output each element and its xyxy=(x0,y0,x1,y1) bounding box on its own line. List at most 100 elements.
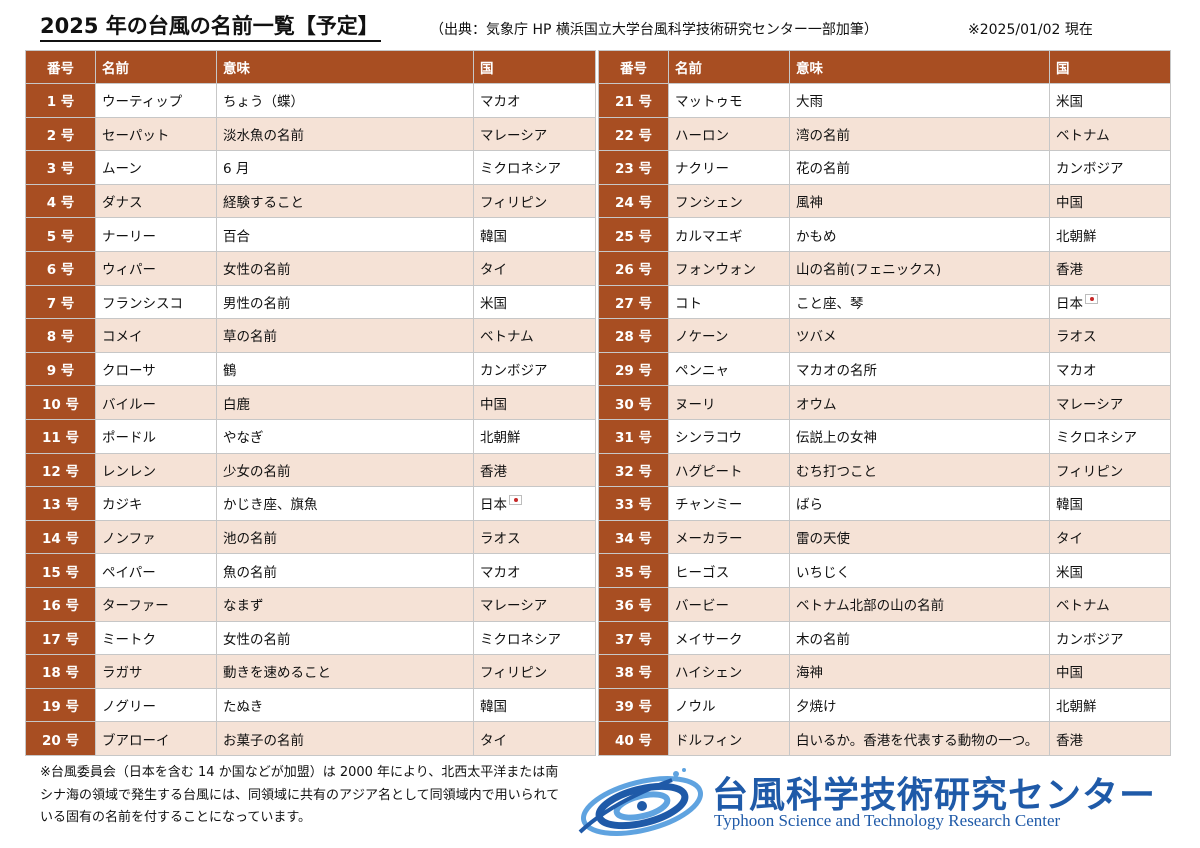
typhoon-number-cell: 25 号 xyxy=(598,217,669,252)
table-row: 23 号ナクリー 花の名前 カンボジア xyxy=(598,150,1171,185)
typhoon-meaning-cell: 伝説上の女神 xyxy=(789,418,1050,454)
table-row: 20 号ブアローイ お菓子の名前 タイ xyxy=(25,721,596,756)
typhoon-number-cell: 36 号 xyxy=(598,586,669,622)
typhoon-name-cell: ウーティップ xyxy=(95,83,217,118)
typhoon-country-cell: 香港 xyxy=(1049,721,1171,756)
typhoon-number-cell: 5 号 xyxy=(25,217,96,252)
table-row: 34 号メーカラー 雷の天使 タイ xyxy=(598,519,1171,555)
typhoon-number-cell: 34 号 xyxy=(598,519,669,555)
typhoon-number-cell: 27 号 xyxy=(598,284,669,320)
typhoon-country-cell: 韓国 xyxy=(1049,486,1171,521)
typhoon-number-cell: 40 号 xyxy=(598,721,669,756)
typhoon-meaning-cell: ばら xyxy=(789,486,1050,521)
table-row: 28 号ノケーン ツバメ ラオス xyxy=(598,318,1171,353)
table-row: 40 号ドルフィン 白いるか。香港を代表する動物の一つ。 香港 xyxy=(598,721,1171,756)
typhoon-country-cell: 北朝鮮 xyxy=(473,418,596,454)
typhoon-name-cell: ウィパー xyxy=(95,250,217,286)
typhoon-country-cell: 香港 xyxy=(473,452,596,488)
typhoon-country-cell: ミクロネシア xyxy=(473,620,596,656)
typhoon-name-cell: ハーロン xyxy=(668,116,790,152)
typhoon-meaning-cell: 経験すること xyxy=(216,183,474,219)
logo-english-text: Typhoon Science and Technology Research … xyxy=(714,811,1061,830)
typhoon-country-cell: 韓国 xyxy=(473,687,596,723)
typhoon-number-cell: 20 号 xyxy=(25,721,96,756)
typhoon-number-cell: 9 号 xyxy=(25,351,96,387)
typhoon-number-cell: 8 号 xyxy=(25,318,96,353)
typhoon-number-cell: 11 号 xyxy=(25,418,96,454)
table-row: 24 号フンシェン 風神 中国 xyxy=(598,183,1171,219)
japan-flag-icon xyxy=(1085,293,1098,304)
table-row: 18 号ラガサ 動きを速めること フィリピン xyxy=(25,654,596,689)
typhoon-meaning-cell: 百合 xyxy=(216,217,474,252)
typhoon-name-cell: フンシェン xyxy=(668,183,790,219)
typhoon-meaning-cell: かもめ xyxy=(789,217,1050,252)
table-row: 4 号ダナス 経験すること フィリピン xyxy=(25,183,596,219)
column-header-country: 国 xyxy=(1049,50,1171,84)
typhoon-number-cell: 1 号 xyxy=(25,83,96,118)
typhoon-number-cell: 33 号 xyxy=(598,486,669,521)
typhoon-name-cell: ナーリー xyxy=(95,217,217,252)
typhoon-number-cell: 12 号 xyxy=(25,452,96,488)
typhoon-meaning-cell: 淡水魚の名前 xyxy=(216,116,474,152)
typhoon-name-cell: ドルフィン xyxy=(668,721,790,756)
table-row: 22 号ハーロン 湾の名前 ベトナム xyxy=(598,116,1171,152)
typhoon-meaning-cell: 雷の天使 xyxy=(789,519,1050,555)
typhoon-name-cell: ミートク xyxy=(95,620,217,656)
table-row: 38 号ハイシェン 海神 中国 xyxy=(598,654,1171,689)
table-row: 39 号ノウル 夕焼け 北朝鮮 xyxy=(598,687,1171,723)
typhoon-country-cell: マレーシア xyxy=(473,586,596,622)
page-title: 2025 年の台風の名前一覧【予定】 xyxy=(40,12,381,42)
typhoon-meaning-cell: 男性の名前 xyxy=(216,284,474,320)
typhoon-country-cell: ラオス xyxy=(473,519,596,555)
column-header-country: 国 xyxy=(473,50,596,84)
table-row: 5 号ナーリー 百合 韓国 xyxy=(25,217,596,252)
typhoon-name-cell: レンレン xyxy=(95,452,217,488)
table-row: 8 号コメイ 草の名前 ベトナム xyxy=(25,318,596,353)
typhoon-name-cell: ダナス xyxy=(95,183,217,219)
typhoon-name-cell: ノグリー xyxy=(95,687,217,723)
table-row: 3 号ムーン 6 月ミクロネシア xyxy=(25,150,596,185)
document-header: 2025 年の台風の名前一覧【予定】 （出典：気象庁 HP 横浜国立大学台風科学… xyxy=(40,12,1180,46)
typhoon-name-cell: ノンファ xyxy=(95,519,217,555)
table-row: 6 号ウィパー 女性の名前 タイ xyxy=(25,250,596,286)
typhoon-meaning-cell: 木の名前 xyxy=(789,620,1050,656)
typhoon-country-cell: ミクロネシア xyxy=(1049,418,1171,454)
table-row: 37 号メイサーク 木の名前 カンボジア xyxy=(598,620,1171,656)
typhoon-country-cell: 米国 xyxy=(1049,553,1171,588)
typhoon-center-logo-icon xyxy=(572,762,708,846)
typhoon-meaning-cell: むち打つこと xyxy=(789,452,1050,488)
typhoon-name-cell: セーパット xyxy=(95,116,217,152)
typhoon-number-cell: 2 号 xyxy=(25,116,96,152)
column-header-number: 番号 xyxy=(598,50,669,84)
typhoon-country-cell: 北朝鮮 xyxy=(1049,217,1171,252)
typhoon-number-cell: 30 号 xyxy=(598,385,669,420)
logo-japanese-text: 台風科学技術研究センター xyxy=(712,775,1157,816)
typhoon-country-cell: マカオ xyxy=(473,553,596,588)
typhoon-country-cell: フィリピン xyxy=(473,183,596,219)
typhoon-meaning-cell: 動きを速めること xyxy=(216,654,474,689)
typhoon-country-cell: 日本 xyxy=(1049,284,1171,320)
typhoon-number-cell: 19 号 xyxy=(25,687,96,723)
typhoon-meaning-cell: いちじく xyxy=(789,553,1050,588)
typhoon-name-cell: バービー xyxy=(668,586,790,622)
typhoon-number-cell: 31 号 xyxy=(598,418,669,454)
table-row: 13 号カジキ かじき座、旗魚 日本 xyxy=(25,486,596,521)
typhoon-name-cell: ヒーゴス xyxy=(668,553,790,588)
typhoon-number-cell: 21 号 xyxy=(598,83,669,118)
typhoon-country-cell: タイ xyxy=(473,250,596,286)
typhoon-number-cell: 37 号 xyxy=(598,620,669,656)
typhoon-meaning-cell: 池の名前 xyxy=(216,519,474,555)
typhoon-country-cell: 中国 xyxy=(1049,654,1171,689)
table-row: 7 号フランシスコ 男性の名前 米国 xyxy=(25,284,596,320)
typhoon-number-cell: 18 号 xyxy=(25,654,96,689)
typhoon-name-cell: ポードル xyxy=(95,418,217,454)
table-row: 17 号ミートク 女性の名前 ミクロネシア xyxy=(25,620,596,656)
typhoon-name-cell: ブアローイ xyxy=(95,721,217,756)
typhoon-meaning-cell: マカオの名所 xyxy=(789,351,1050,387)
typhoon-country-cell: 中国 xyxy=(473,385,596,420)
typhoon-meaning-cell: やなぎ xyxy=(216,418,474,454)
table-row: 2 号セーパット 淡水魚の名前 マレーシア xyxy=(25,116,596,152)
typhoon-meaning-cell: たぬき xyxy=(216,687,474,723)
typhoon-name-cell: ラガサ xyxy=(95,654,217,689)
typhoon-meaning-cell: なまず xyxy=(216,586,474,622)
